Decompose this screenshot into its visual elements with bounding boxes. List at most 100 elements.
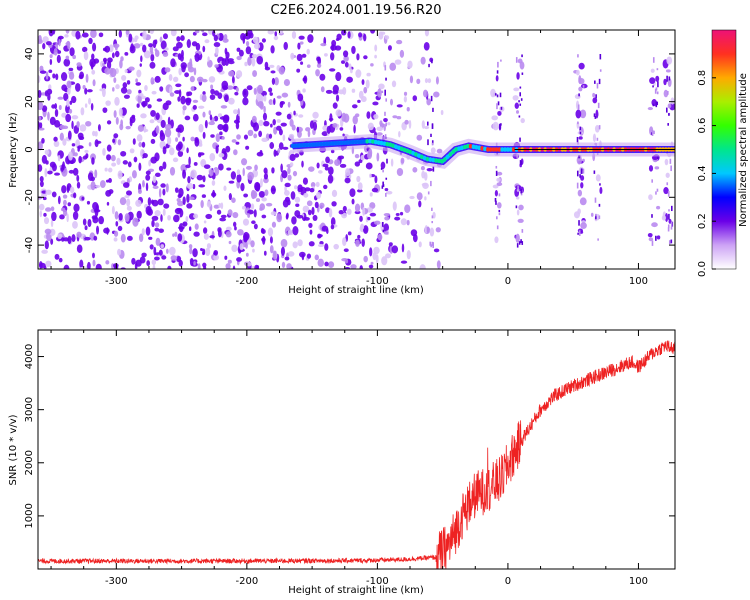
noise-blob: [218, 153, 225, 158]
noise-blob: [264, 189, 269, 197]
trace-dot: [313, 142, 318, 147]
noise-blob: [138, 233, 144, 243]
noise-blob: [289, 162, 294, 167]
burst-streak: [668, 213, 670, 220]
noise-blob: [494, 236, 499, 244]
noise-blob: [73, 203, 80, 212]
noise-blob: [76, 181, 81, 189]
noise-blob: [387, 45, 392, 51]
noise-blob: [86, 200, 91, 205]
noise-blob: [331, 201, 337, 207]
noise-blob: [204, 120, 208, 129]
noise-blob: [172, 46, 179, 52]
noise-blob: [193, 67, 197, 76]
noise-blob: [147, 104, 152, 109]
trace-dot: [408, 149, 413, 155]
noise-blob: [189, 247, 193, 255]
noise-blob: [38, 127, 45, 131]
noise-blob: [242, 97, 249, 106]
noise-blob: [233, 109, 239, 115]
noise-blob: [135, 78, 138, 83]
noise-blob: [321, 225, 329, 232]
noise-blob: [72, 54, 77, 60]
burst-streak: [385, 192, 387, 197]
noise-blob: [271, 221, 277, 228]
noise-blob: [84, 87, 88, 95]
burst-streak: [598, 125, 601, 130]
noise-blob: [51, 104, 56, 109]
burst-streak: [598, 215, 601, 219]
noise-blob: [281, 261, 286, 269]
noise-blob: [284, 182, 291, 188]
trace-dot: [293, 143, 298, 149]
noise-blob: [231, 75, 235, 84]
noise-blob: [341, 112, 347, 122]
noise-blob: [101, 83, 107, 90]
noise-blob: [141, 228, 145, 236]
burst-streak: [494, 197, 497, 202]
burst-streak: [431, 207, 433, 211]
noise-blob: [245, 252, 249, 257]
noise-blob: [338, 155, 345, 160]
noise-blob: [265, 202, 273, 207]
noise-blob: [327, 261, 335, 269]
noise-blob: [302, 177, 308, 185]
noise-blob: [87, 218, 92, 228]
noise-blob: [263, 95, 267, 102]
noise-blob: [301, 160, 304, 168]
noise-blob: [275, 111, 282, 116]
noise-blob: [578, 136, 583, 140]
noise-blob: [138, 93, 144, 97]
noise-blob: [289, 119, 294, 127]
noise-blob: [146, 260, 151, 267]
noise-blob: [422, 89, 428, 98]
noise-blob: [140, 113, 147, 119]
noise-blob: [106, 60, 112, 70]
noise-blob: [91, 157, 95, 165]
noise-blob: [122, 160, 129, 165]
noise-blob: [177, 131, 181, 138]
burst-streak: [651, 214, 653, 218]
noise-blob: [44, 149, 50, 155]
noise-blob: [351, 88, 356, 93]
noise-blob: [292, 170, 298, 177]
noise-blob: [253, 223, 258, 230]
noise-blob: [66, 213, 69, 223]
noise-blob: [230, 171, 237, 180]
noise-blob: [149, 30, 155, 35]
noise-blob: [387, 122, 391, 126]
noise-blob: [273, 149, 277, 157]
noise-blob: [143, 125, 147, 133]
noise-blob: [297, 187, 303, 193]
noise-blob: [161, 255, 167, 260]
noise-blob: [357, 182, 363, 191]
noise-blob: [269, 236, 273, 244]
burst-streak: [385, 177, 388, 180]
noise-blob: [665, 213, 669, 222]
colorbar-gradient: [712, 30, 736, 269]
noise-blob: [126, 205, 132, 211]
noise-blob: [190, 169, 197, 179]
noise-blob: [420, 56, 426, 65]
noise-blob: [54, 119, 61, 128]
noise-blob: [655, 75, 660, 82]
noise-blob: [308, 166, 315, 172]
noise-blob: [307, 209, 312, 216]
noise-blob: [338, 210, 344, 215]
noise-blob: [269, 142, 275, 150]
noise-blob: [354, 210, 361, 215]
noise-blob: [350, 68, 353, 74]
burst-streak: [594, 116, 597, 119]
noise-blob: [114, 96, 120, 106]
noise-blob: [234, 91, 239, 96]
burst-streak: [582, 168, 585, 174]
burst-streak: [430, 180, 432, 187]
noise-blob: [154, 172, 161, 178]
noise-blob: [412, 233, 418, 243]
burst-streak: [655, 101, 658, 108]
noise-blob: [358, 159, 363, 164]
noise-blob: [344, 258, 349, 264]
noise-blob: [346, 76, 353, 83]
noise-blob: [126, 190, 133, 196]
